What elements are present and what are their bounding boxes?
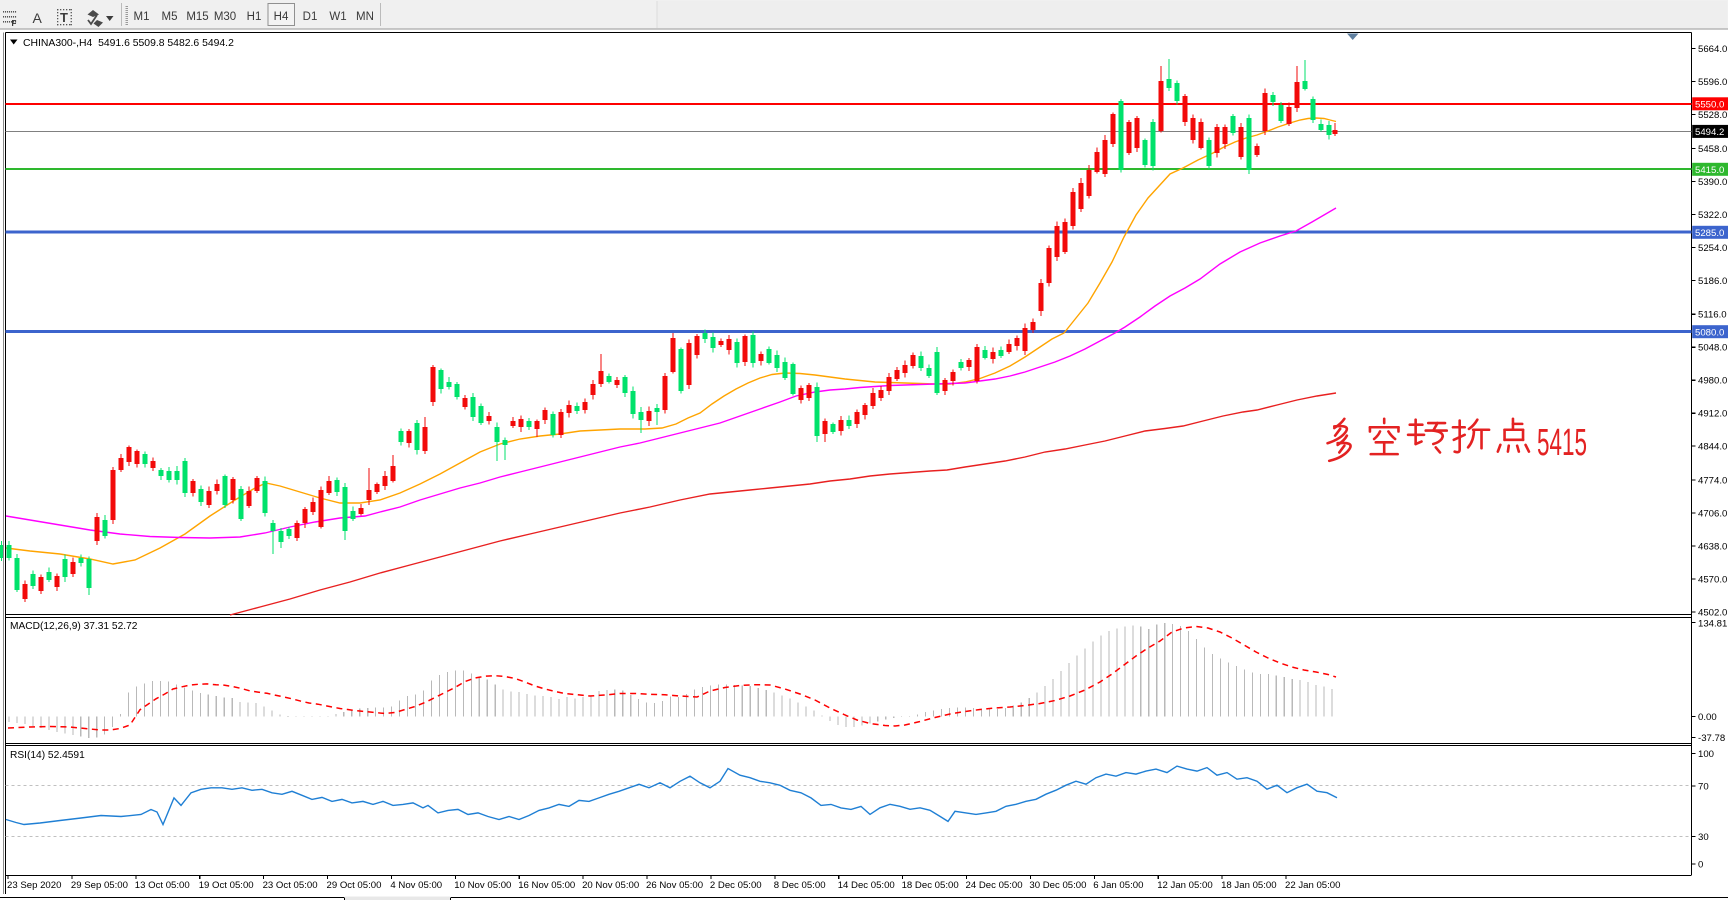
svg-text:5415.0: 5415.0 [1695, 165, 1724, 176]
svg-text:5596.0: 5596.0 [1698, 77, 1727, 88]
svg-text:30: 30 [1698, 832, 1709, 843]
svg-text:5458.0: 5458.0 [1698, 144, 1727, 155]
svg-text:20 Nov 05:00: 20 Nov 05:00 [582, 880, 639, 891]
svg-text:10 Nov 05:00: 10 Nov 05:00 [454, 880, 511, 891]
svg-text:H1: H1 [247, 11, 262, 23]
svg-text:A: A [33, 10, 43, 26]
svg-text:5116.0: 5116.0 [1698, 310, 1727, 321]
svg-text:M1: M1 [134, 11, 150, 23]
svg-text:4638.0: 4638.0 [1698, 542, 1727, 553]
svg-text:5322.0: 5322.0 [1698, 210, 1727, 221]
svg-text:4706.0: 4706.0 [1698, 509, 1727, 520]
svg-text:19 Oct 05:00: 19 Oct 05:00 [199, 880, 254, 891]
svg-text:M5: M5 [162, 11, 178, 23]
svg-text:D1: D1 [303, 11, 318, 23]
svg-text:12 Jan 05:00: 12 Jan 05:00 [1157, 880, 1212, 891]
svg-text:RSI(14) 52.4591: RSI(14) 52.4591 [10, 750, 85, 761]
svg-text:M15: M15 [186, 11, 208, 23]
svg-text:24 Dec 05:00: 24 Dec 05:00 [966, 880, 1023, 891]
svg-text:29 Sep 05:00: 29 Sep 05:00 [71, 880, 128, 891]
svg-text:30 Dec 05:00: 30 Dec 05:00 [1029, 880, 1086, 891]
svg-text:0: 0 [1698, 860, 1703, 871]
svg-text:T: T [60, 10, 68, 25]
svg-text:4502.0: 4502.0 [1698, 608, 1727, 619]
svg-text:F: F [12, 19, 17, 28]
svg-text:23 Oct 05:00: 23 Oct 05:00 [263, 880, 318, 891]
svg-text:4 Nov 05:00: 4 Nov 05:00 [390, 880, 442, 891]
svg-text:5664.0: 5664.0 [1698, 44, 1727, 55]
svg-text:5415: 5415 [1537, 422, 1587, 464]
svg-text:4980.0: 4980.0 [1698, 376, 1727, 387]
svg-text:-37.78: -37.78 [1698, 733, 1725, 744]
svg-text:26 Nov 05:00: 26 Nov 05:00 [646, 880, 703, 891]
svg-text:MACD(12,26,9) 37.31 52.72: MACD(12,26,9) 37.31 52.72 [10, 621, 138, 632]
svg-text:8 Dec 05:00: 8 Dec 05:00 [774, 880, 826, 891]
svg-text:5186.0: 5186.0 [1698, 276, 1727, 287]
svg-text:W1: W1 [329, 11, 346, 23]
svg-text:0.00: 0.00 [1698, 712, 1717, 723]
svg-text:5390.0: 5390.0 [1698, 177, 1727, 188]
svg-text:5048.0: 5048.0 [1698, 343, 1727, 354]
svg-text:M30: M30 [214, 11, 236, 23]
svg-text:5550.0: 5550.0 [1695, 100, 1724, 111]
svg-text:22 Jan 05:00: 22 Jan 05:00 [1285, 880, 1340, 891]
svg-text:23 Sep 2020: 23 Sep 2020 [7, 880, 61, 891]
svg-text:CHINA300-,H4 5491.6 5509.8 54: CHINA300-,H4 5491.6 5509.8 5482.6 5494.2 [23, 38, 234, 49]
svg-text:16 Nov 05:00: 16 Nov 05:00 [518, 880, 575, 891]
svg-text:MN: MN [356, 11, 374, 23]
svg-text:H4: H4 [274, 11, 289, 23]
svg-text:5254.0: 5254.0 [1698, 243, 1727, 254]
svg-text:4774.0: 4774.0 [1698, 476, 1727, 487]
svg-text:134.81: 134.81 [1698, 619, 1727, 630]
svg-text:4844.0: 4844.0 [1698, 442, 1727, 453]
svg-text:100: 100 [1698, 749, 1714, 760]
svg-text:18 Jan 05:00: 18 Jan 05:00 [1221, 880, 1276, 891]
svg-text:2 Dec 05:00: 2 Dec 05:00 [710, 880, 762, 891]
svg-text:14 Dec 05:00: 14 Dec 05:00 [838, 880, 895, 891]
svg-text:5528.0: 5528.0 [1698, 110, 1727, 121]
svg-text:4912.0: 4912.0 [1698, 409, 1727, 420]
svg-text:29 Oct 05:00: 29 Oct 05:00 [327, 880, 382, 891]
svg-text:6 Jan 05:00: 6 Jan 05:00 [1093, 880, 1143, 891]
svg-text:18 Dec 05:00: 18 Dec 05:00 [902, 880, 959, 891]
svg-text:5080.0: 5080.0 [1695, 328, 1724, 339]
svg-text:5285.0: 5285.0 [1695, 228, 1724, 239]
svg-text:13 Oct 05:00: 13 Oct 05:00 [135, 880, 190, 891]
svg-text:70: 70 [1698, 782, 1709, 793]
svg-text:4570.0: 4570.0 [1698, 575, 1727, 586]
svg-text:5494.2: 5494.2 [1695, 127, 1724, 138]
